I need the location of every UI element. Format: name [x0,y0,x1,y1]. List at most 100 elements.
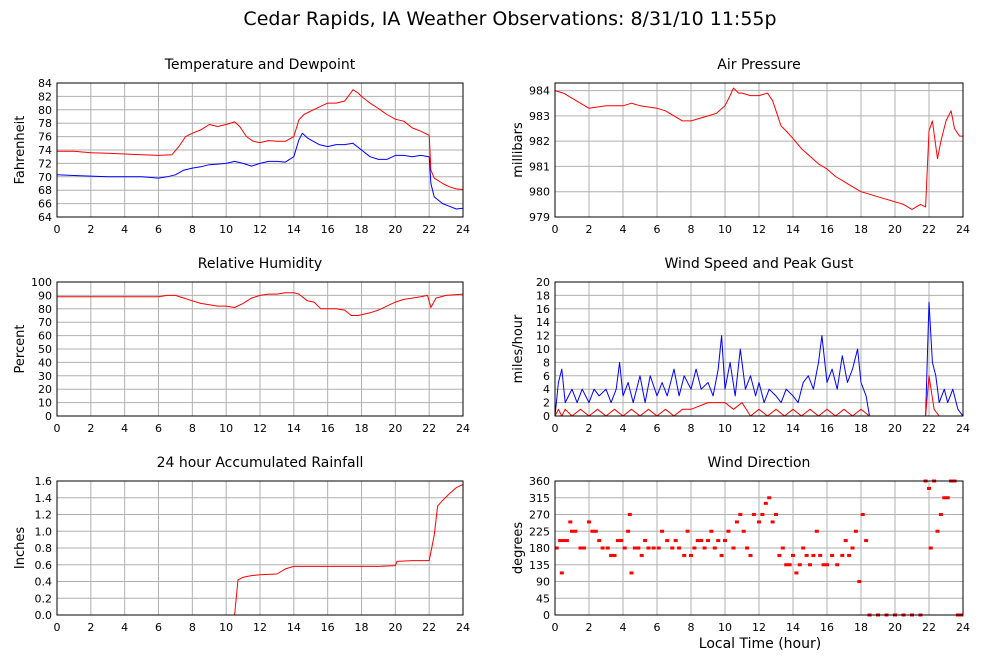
data-point [835,563,840,567]
wind-chart: Wind Speed and Peak Gustmiles/hour024681… [511,256,970,435]
y-tick-label: 78 [38,117,52,130]
x-tick-label: 20 [888,422,902,435]
y-tick-label: 0.2 [35,592,53,605]
data-point [738,513,743,516]
y-tick-label: 45 [536,592,550,605]
x-tick-label: 14 [786,422,800,435]
data-point [808,563,812,567]
x-tick-label: 24 [956,621,970,634]
x-tick-label: 16 [321,621,335,634]
x-tick-label: 16 [820,422,834,435]
data-point [626,529,631,533]
x-tick-label: 20 [888,621,902,634]
x-axis-label: Local Time (hour) [699,636,821,652]
y-tick-label: 0 [543,410,550,423]
x-tick-label: 10 [718,422,732,435]
data-point [843,539,848,543]
x-tick-label: 6 [155,422,162,435]
data-point [699,539,704,543]
data-point [692,546,697,550]
y-tick-label: 74 [38,144,52,157]
data-point [818,553,823,557]
y-tick-label: 225 [529,525,550,538]
x-tick-label: 14 [287,223,301,236]
data-point [695,539,700,543]
y-tick-label: 979 [529,211,550,224]
y-tick-label: 8 [543,356,550,369]
data-point [632,546,637,550]
plot-frame [554,82,964,218]
data-point [811,553,816,557]
pressure-chart: Air Pressure millibars 979 980 981 982 983 984 0… [511,57,970,236]
y-tick-label: 64 [38,211,52,224]
series-0-line [57,483,464,616]
y-tick-label: 90 [536,576,550,589]
y-tick-label: 82 [38,90,52,103]
y-tick-label: 360 [529,475,550,488]
y-tick-label: 12 [536,330,550,343]
x-tick-label: 22 [422,223,436,236]
y-tick-label: 14 [536,316,550,329]
y-tick-label: 0.6 [35,559,53,572]
y-tick-label: 18 [536,289,550,302]
y-tick-label: 66 [38,198,52,211]
data-point [801,546,806,550]
plot-frame [554,480,964,616]
y-tick-label: 4 [543,383,550,396]
x-tick-label: 24 [456,621,470,634]
data-point [719,553,724,557]
series-1-line [56,132,464,210]
x-tick-label: 4 [121,621,128,634]
humidity-chart: Relative HumidityPercent0102030405060708… [13,256,470,435]
data-point [734,520,739,524]
data-point [938,513,943,516]
x-tick-label: 18 [355,621,369,634]
y-axis-label: Percent [13,325,28,374]
data-point [573,529,578,533]
x-tick-label: 22 [922,621,936,634]
data-point [656,546,661,550]
data-point [853,529,858,533]
y-tick-label: 180 [529,542,550,555]
y-tick-label: 6 [543,370,550,383]
data-point [797,563,802,567]
x-tick-label: 8 [688,621,695,634]
chart-title: 24 hour Accumulated Rainfall [157,455,364,471]
y-tick-label: 50 [38,343,52,356]
data-point [935,529,940,533]
x-tick-label: 12 [253,621,267,634]
temp-chart: Temperature and DewpointFahrenheit646668… [13,57,470,236]
x-tick-label: 0 [552,621,559,634]
x-tick-label: 2 [586,223,593,236]
data-point [706,539,710,543]
series-0-points [554,479,964,617]
data-point [774,513,778,516]
data-point [767,496,772,500]
x-tick-label: 16 [321,223,335,236]
data-point [760,513,765,516]
y-tick-label: 983 [529,110,550,123]
x-tick-label: 2 [87,422,94,435]
x-tick-label: 4 [121,223,128,236]
y-tick-label: 20 [536,276,550,289]
x-tick-label: 22 [422,621,436,634]
series-0-line [554,87,963,210]
x-tick-label: 2 [87,621,94,634]
data-point [689,553,693,557]
data-point [712,546,717,550]
x-tick-label: 0 [552,223,559,236]
data-point [673,539,678,543]
data-point [559,571,564,575]
y-axis-label: Fahrenheit [13,116,28,185]
data-point [702,546,707,550]
y-axis-label: millibars [511,122,526,178]
y-tick-label: 0.4 [35,576,53,589]
x-tick-label: 18 [854,621,868,634]
data-point [763,501,768,505]
data-point [646,546,651,550]
y-tick-label: 84 [38,77,52,90]
y-tick-label: 90 [38,289,52,302]
x-tick-label: 4 [121,422,128,435]
data-point [814,529,819,533]
y-tick-label: 20 [38,383,52,396]
